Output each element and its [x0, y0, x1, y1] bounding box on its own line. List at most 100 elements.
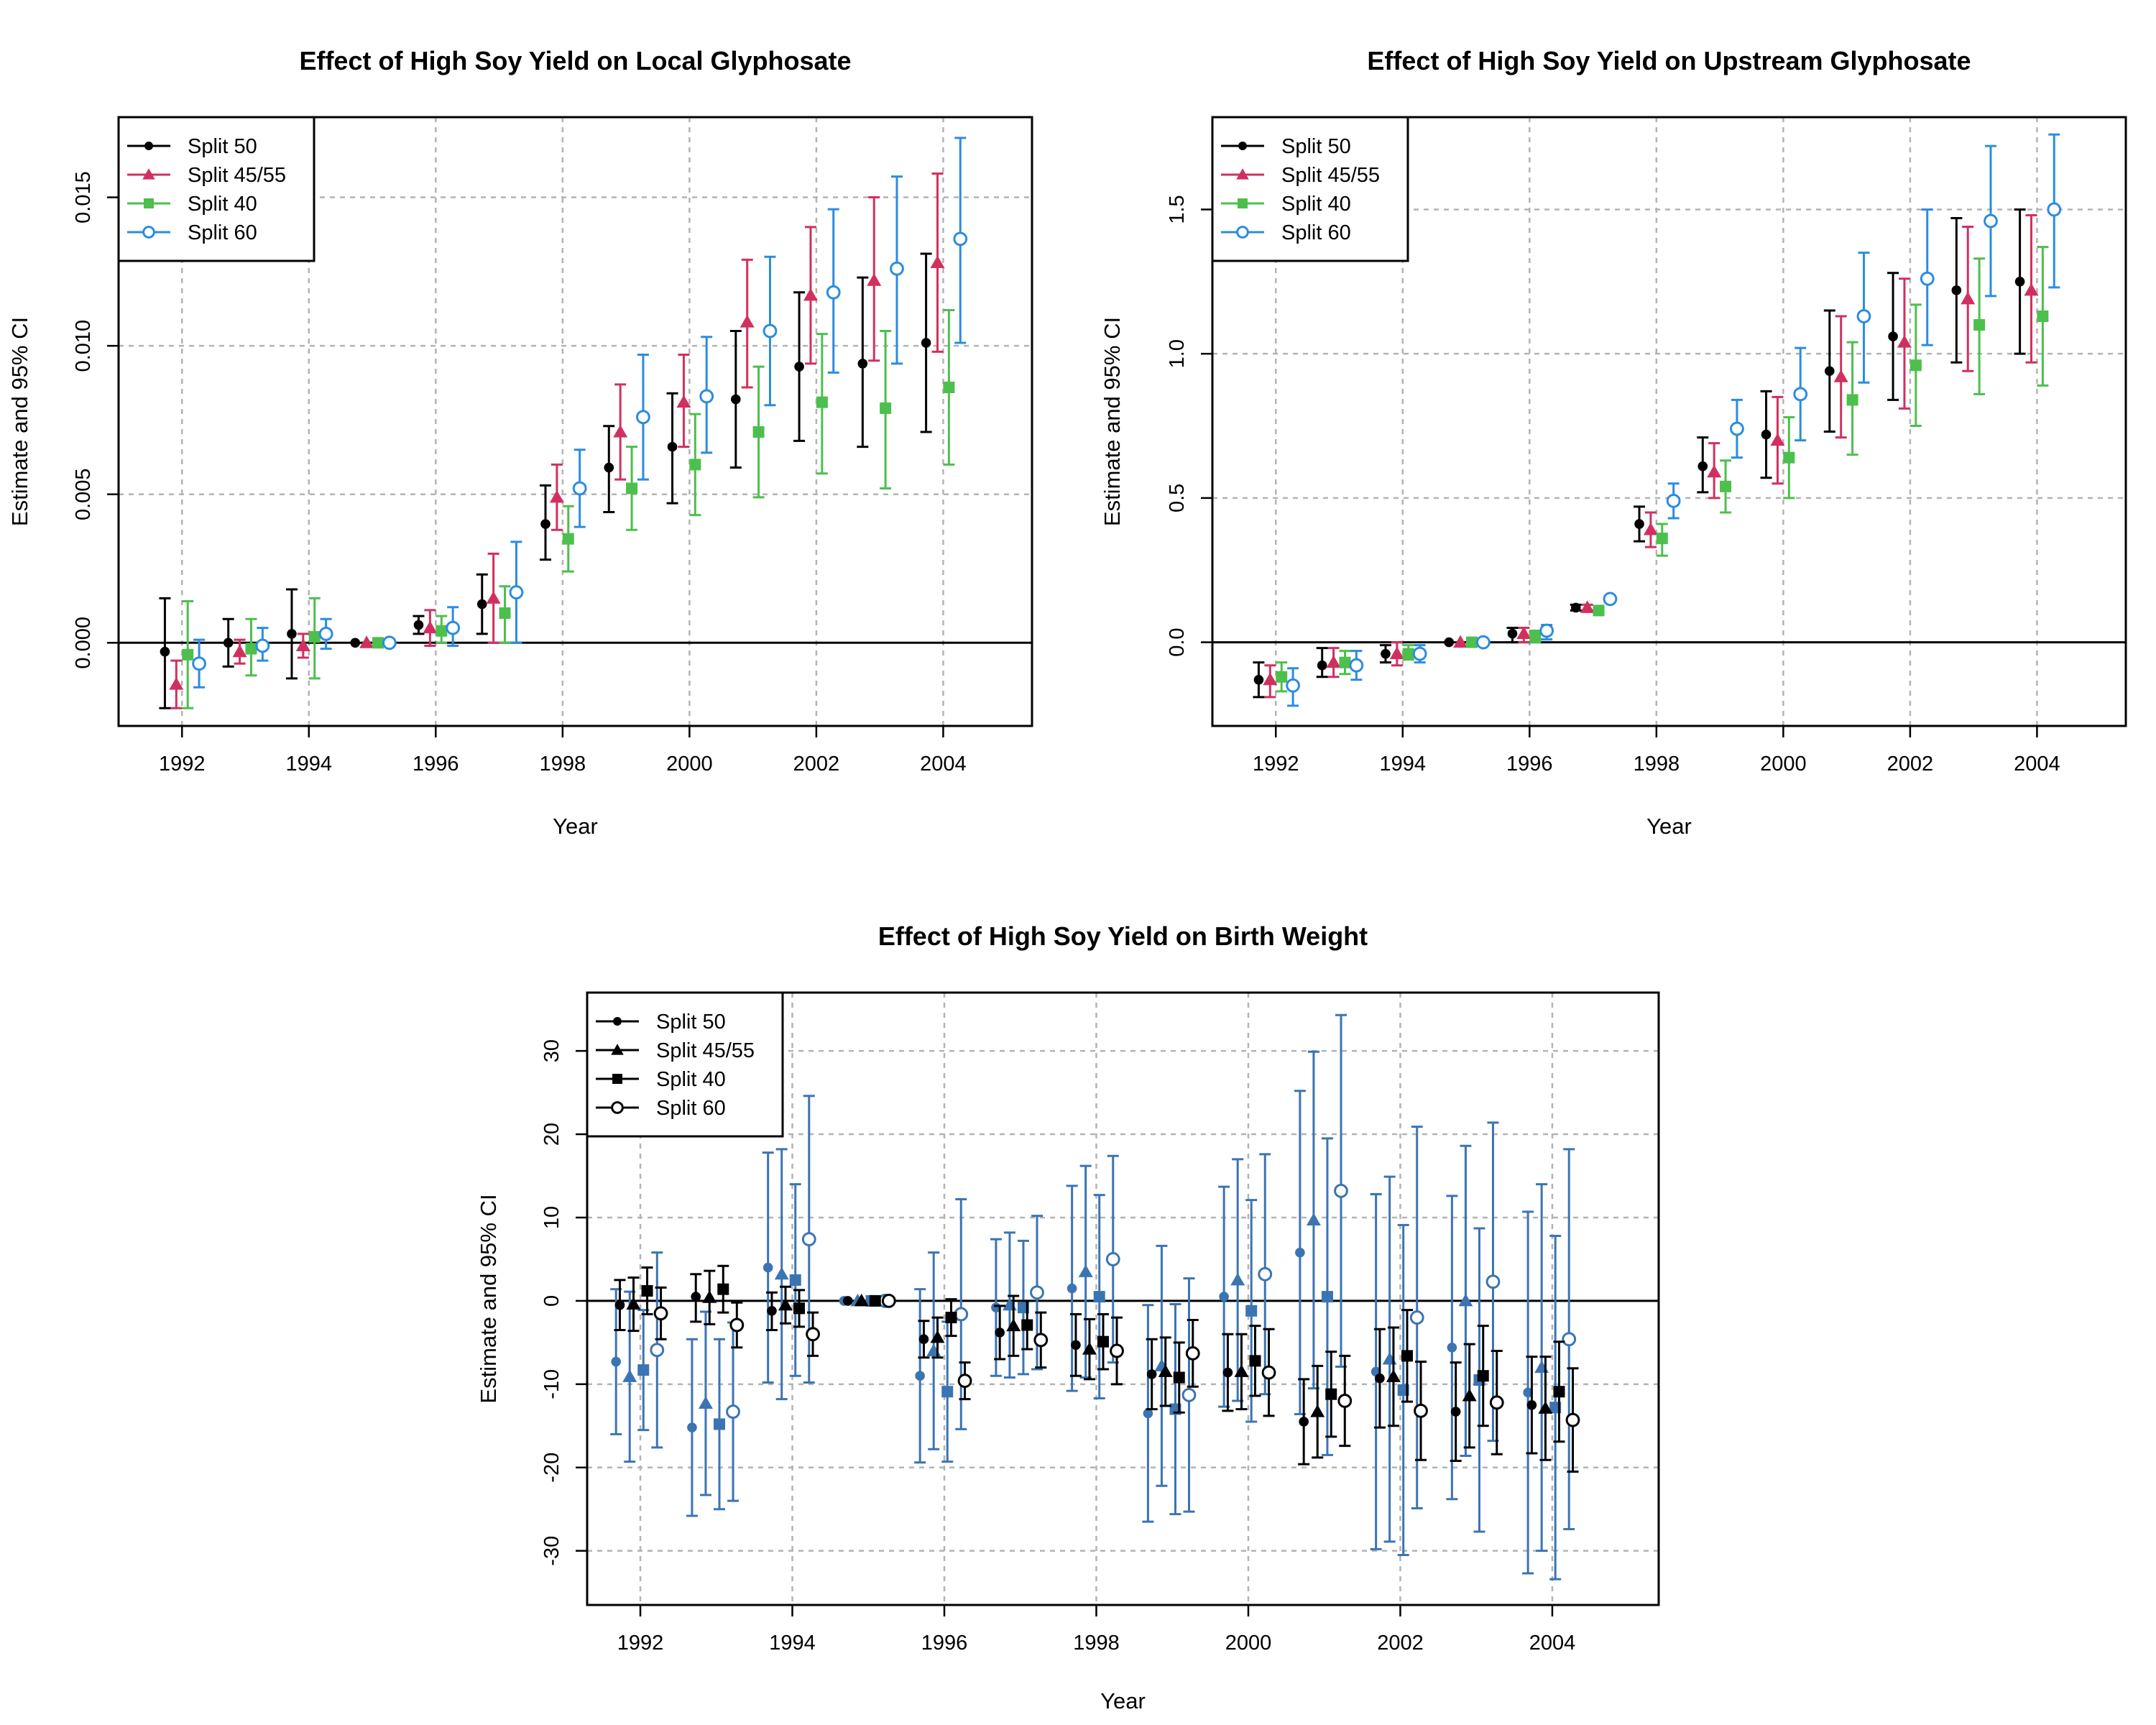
data-point [1097, 1312, 1110, 1371]
data-point [763, 255, 778, 407]
point-marker [763, 323, 778, 339]
point-marker [1462, 1389, 1477, 1402]
x-tick-label: 1996 [413, 753, 459, 776]
series-1 [614, 1273, 1538, 1466]
data-point [626, 1276, 641, 1333]
point-marker [930, 255, 945, 268]
point-marker [540, 519, 550, 529]
data-point [1770, 395, 1785, 485]
point-marker [382, 635, 397, 650]
data-point [1458, 1144, 1473, 1458]
point-marker [943, 381, 955, 393]
data-point [1253, 661, 1265, 699]
data-point [1245, 1199, 1258, 1423]
data-point [953, 137, 968, 344]
point-marker [1306, 1213, 1321, 1225]
data-point [702, 1269, 717, 1325]
point-marker [1245, 1305, 1258, 1317]
legend-entry: Split 50 [127, 135, 257, 158]
chart-title: Effect of High Soy Yield on Birth Weight [878, 921, 1368, 951]
point-marker [1276, 671, 1288, 683]
point-marker [1067, 1283, 1077, 1294]
point-marker [1833, 369, 1848, 382]
point-marker [729, 1317, 745, 1333]
data-point [789, 1183, 801, 1377]
point-marker [499, 607, 511, 619]
plot-area [1253, 133, 2062, 707]
point-marker [604, 462, 614, 473]
legend-marker [142, 226, 155, 239]
data-point [1409, 1126, 1424, 1510]
point-marker [789, 1274, 801, 1286]
legend-marker [1238, 198, 1248, 208]
data-point [562, 505, 574, 573]
plot-frame [1211, 116, 2127, 727]
legend-entry: Split 45/55 [127, 164, 286, 187]
data-point [650, 1251, 665, 1449]
data-point [1909, 303, 1922, 428]
series-4 [192, 137, 968, 689]
point-marker [614, 1300, 625, 1310]
data-point [778, 1285, 793, 1325]
point-marker [1477, 1370, 1489, 1382]
x-tick-label: 2000 [1225, 1632, 1272, 1655]
point-marker [1006, 1318, 1021, 1332]
point-marker [245, 643, 257, 655]
x-tick-label: 2004 [1529, 1632, 1576, 1655]
point-marker [1143, 1408, 1153, 1419]
plot-area [159, 137, 968, 709]
data-point [603, 425, 615, 514]
y-tick-label: 0.005 [72, 468, 95, 520]
legend-label: Split 45/55 [188, 164, 286, 187]
point-marker [1920, 271, 1935, 286]
point-marker [1082, 1342, 1097, 1355]
data-point [159, 597, 171, 709]
point-marker [930, 1330, 945, 1343]
data-point [826, 208, 841, 374]
y-axis-label: Estimate and 95% CI [476, 1194, 501, 1403]
legend: Split 50 Split 45/55 Split 40 Split 60 [586, 991, 784, 1138]
point-marker [626, 482, 638, 494]
x-tick-label: 1996 [1506, 753, 1553, 776]
data-point [1261, 1328, 1276, 1417]
point-marker [1529, 630, 1542, 643]
point-marker [1222, 1367, 1233, 1378]
legend-marker [142, 168, 155, 180]
point-marker [941, 1386, 954, 1398]
data-point [890, 175, 904, 365]
point-marker [890, 261, 904, 276]
point-marker [1386, 1369, 1401, 1382]
point-marker [1097, 1335, 1110, 1348]
data-point [1310, 1364, 1325, 1459]
point-marker [1489, 1395, 1504, 1410]
legend-entry: Split 40 [1221, 193, 1351, 216]
chart-panel-1: Effect of High Soy Yield on Local Glypho… [7, 46, 1033, 839]
point-marker [826, 285, 841, 300]
point-marker [842, 1296, 853, 1306]
data-point [182, 599, 194, 709]
point-marker [1093, 1291, 1105, 1303]
y-tick-label: 30 [540, 1039, 563, 1062]
data-point [1222, 1333, 1234, 1412]
legend-marker [611, 1101, 624, 1114]
y-tick-label: 20 [540, 1123, 563, 1146]
data-point [1538, 1356, 1553, 1461]
point-marker [318, 627, 333, 641]
y-tick-label: -20 [540, 1453, 563, 1483]
legend-marker [613, 1017, 622, 1026]
data-point [1069, 1312, 1082, 1377]
x-axis-label: Year [553, 814, 598, 839]
data-point [1263, 664, 1278, 699]
data-point [2037, 246, 2049, 387]
data-point [957, 1361, 972, 1401]
point-marker [626, 1297, 641, 1310]
data-point [1033, 1311, 1049, 1369]
data-point [1475, 635, 1491, 650]
series-2 [169, 172, 945, 709]
data-point [232, 638, 247, 665]
point-marker [1593, 604, 1605, 617]
point-marker [2047, 202, 2062, 217]
point-marker [803, 288, 818, 301]
data-point [1337, 1354, 1353, 1448]
